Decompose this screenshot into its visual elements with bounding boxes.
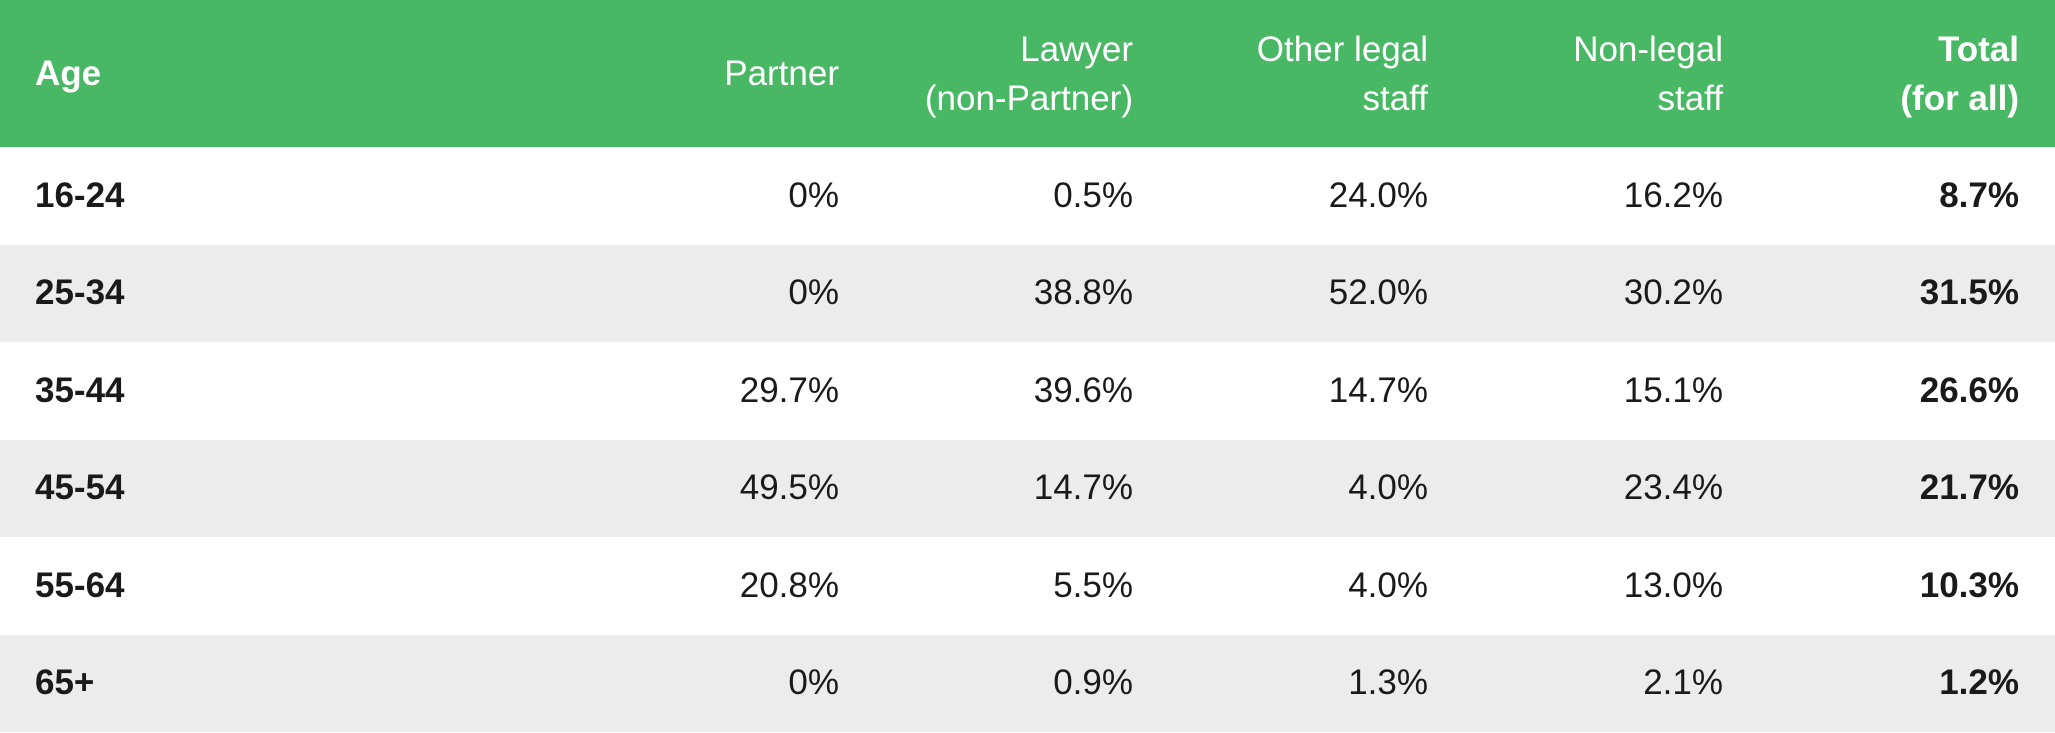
cell-lawyer: 0.5% [1053,175,1133,215]
cell-other-legal-staff: 4.0% [1348,565,1428,605]
cell-partner: 20.8% [739,565,839,605]
cell-non-legal-staff: 2.1% [1643,663,1723,703]
header-cell-lawyer: Lawyer (non-Partner) [924,29,1133,118]
cell-partner: 49.5% [739,468,839,508]
cell-lawyer: 0.9% [1053,663,1133,703]
cell-total: 31.5% [1919,273,2019,313]
header-cell-other-legal-staff: Other legal staff [1256,29,1428,118]
table-row: 35-44 29.7% 39.6% 14.7% 15.1% 26.6% [0,342,2055,440]
cell-non-legal-staff: 30.2% [1623,273,1723,313]
cell-partner: 0% [788,273,839,313]
cell-other-legal-staff: 14.7% [1328,370,1428,410]
cell-total: 21.7% [1919,468,2019,508]
cell-other-legal-staff: 4.0% [1348,468,1428,508]
cell-lawyer: 38.8% [1033,273,1133,313]
cell-age: 16-24 [35,175,125,215]
cell-age: 45-54 [35,468,125,508]
cell-lawyer: 39.6% [1033,370,1133,410]
header-cell-partner: Partner [724,54,839,93]
cell-non-legal-staff: 23.4% [1623,468,1723,508]
cell-age: 35-44 [35,370,125,410]
table-row: 25-34 0% 38.8% 52.0% 30.2% 31.5% [0,244,2055,342]
cell-other-legal-staff: 24.0% [1328,175,1428,215]
cell-other-legal-staff: 52.0% [1328,273,1428,313]
cell-partner: 0% [788,175,839,215]
table-header-row: Age Partner Lawyer (non-Partner) Other l… [0,0,2055,147]
cell-age: 55-64 [35,565,125,605]
cell-non-legal-staff: 16.2% [1623,175,1723,215]
cell-total: 26.6% [1919,370,2019,410]
table-row: 55-64 20.8% 5.5% 4.0% 13.0% 10.3% [0,537,2055,635]
header-cell-age: Age [35,54,102,93]
cell-total: 8.7% [1939,175,2019,215]
cell-total: 10.3% [1919,565,2019,605]
cell-partner: 29.7% [739,370,839,410]
cell-partner: 0% [788,663,839,703]
cell-age: 65+ [35,663,95,703]
cell-total: 1.2% [1939,663,2019,703]
cell-other-legal-staff: 1.3% [1348,663,1428,703]
table-row: 45-54 49.5% 14.7% 4.0% 23.4% 21.7% [0,439,2055,537]
cell-non-legal-staff: 13.0% [1623,565,1723,605]
cell-lawyer: 5.5% [1053,565,1133,605]
header-cell-total: Total (for all) [1900,29,2019,118]
table-row: 16-24 0% 0.5% 24.0% 16.2% 8.7% [0,147,2055,245]
cell-age: 25-34 [35,273,125,313]
cell-non-legal-staff: 15.1% [1623,370,1723,410]
header-cell-non-legal-staff: Non-legal staff [1573,29,1723,118]
table-row: 65+ 0% 0.9% 1.3% 2.1% 1.2% [0,634,2055,732]
cell-lawyer: 14.7% [1033,468,1133,508]
